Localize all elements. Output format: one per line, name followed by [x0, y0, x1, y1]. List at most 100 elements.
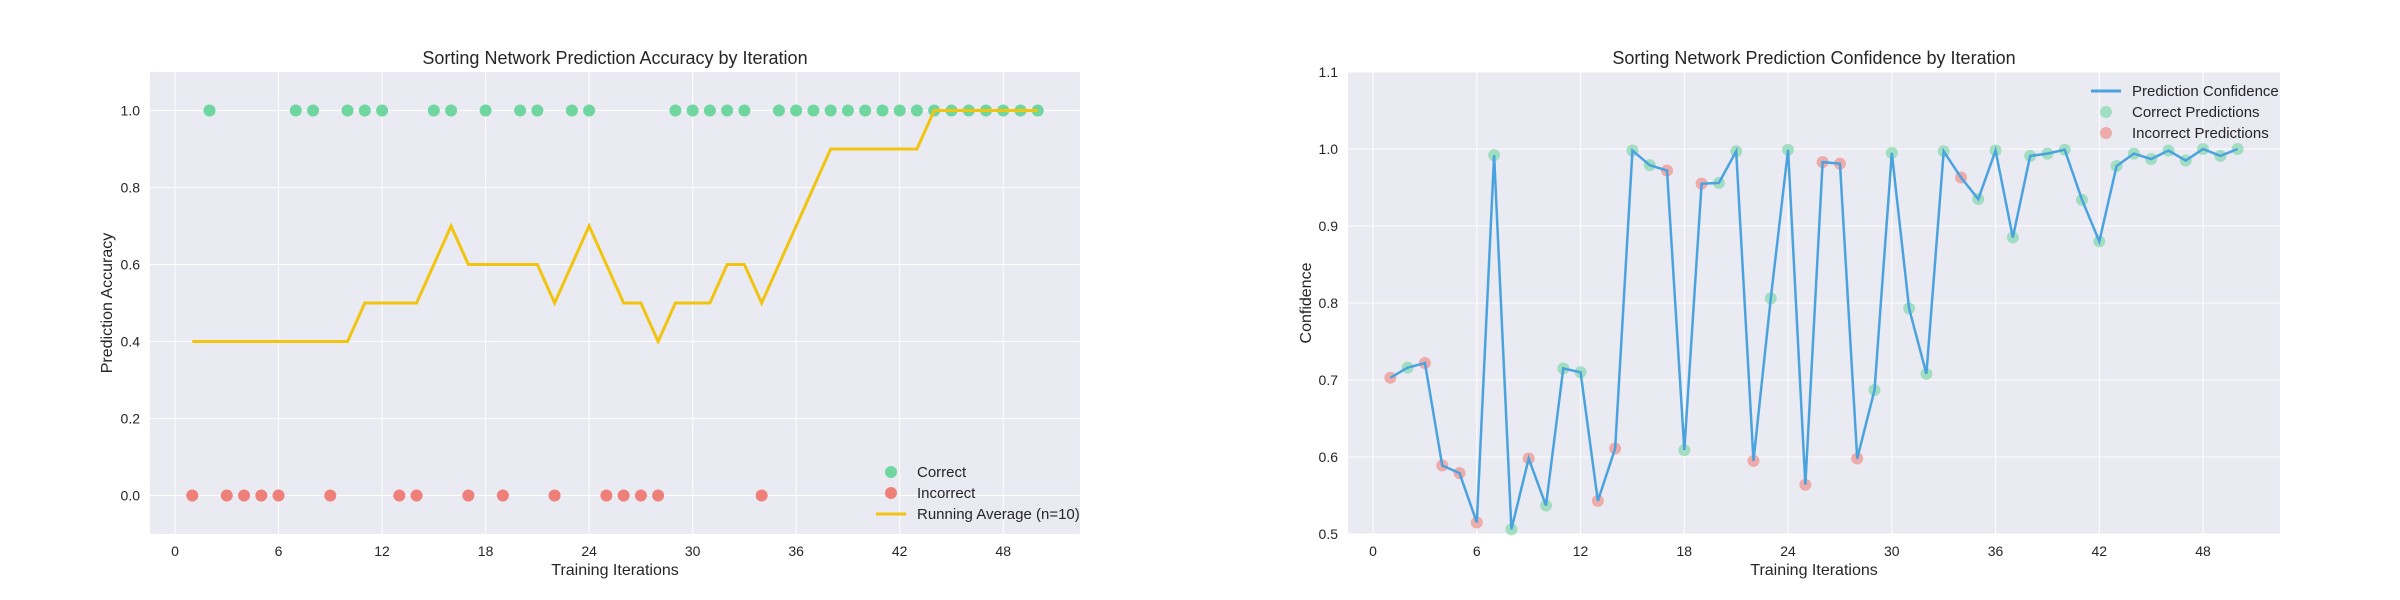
incorrect-point	[272, 489, 285, 502]
correct-point	[289, 104, 302, 117]
incorrect-point	[324, 489, 337, 502]
x-tick-label: 0	[171, 543, 179, 559]
y-tick-label: 0.5	[1319, 526, 1339, 542]
x-tick-label: 6	[1473, 543, 1481, 559]
incorrect-point	[255, 489, 268, 502]
correct-point	[738, 104, 751, 117]
x-tick-label: 24	[581, 543, 597, 559]
confidence-chart: 0 6 12 18 24 30 36 42 48 0.5 0.6 0.7 0.8 0.9 1.0 1.1 So…	[1298, 48, 2280, 579]
y-tick-label: 0.2	[121, 411, 141, 427]
y-tick-label: 0.6	[1319, 449, 1339, 465]
x-tick-label: 36	[788, 543, 804, 559]
incorrect-point	[548, 489, 561, 502]
legend-correct-marker	[885, 466, 897, 478]
legend-correct-label: Correct Predictions	[2132, 104, 2260, 121]
incorrect-point	[755, 489, 768, 502]
legend-incorrect-label: Incorrect	[917, 485, 976, 502]
y-axis-label: Confidence	[1298, 262, 1315, 343]
x-tick-label: 48	[2195, 543, 2211, 559]
incorrect-point	[496, 489, 509, 502]
incorrect-point	[652, 489, 665, 502]
correct-point	[427, 104, 440, 117]
x-tick-label: 24	[1780, 543, 1796, 559]
incorrect-point	[186, 489, 199, 502]
correct-point	[669, 104, 682, 117]
correct-point	[772, 104, 785, 117]
correct-point	[686, 104, 699, 117]
x-axis-label: Training Iterations	[1750, 562, 1877, 579]
incorrect-point	[238, 489, 251, 502]
incorrect-point	[462, 489, 475, 502]
ticks: 0 6 12 18 24 30 36 42 48 0.5 0.6 0.7 0.8 0.9 1.0 1.1	[1319, 64, 2212, 559]
confidence-line	[1389, 145, 2239, 530]
legend: Prediction Confidence Correct Prediction…	[2091, 83, 2279, 142]
x-tick-label: 36	[1988, 543, 2004, 559]
y-tick-label: 0.4	[121, 334, 141, 350]
y-tick-label: 0.8	[1319, 295, 1339, 311]
correct-point	[445, 104, 458, 117]
y-tick-label: 0.9	[1319, 218, 1339, 234]
incorrect-point	[617, 489, 630, 502]
correct-point	[703, 104, 716, 117]
correct-point	[203, 104, 216, 117]
incorrect-point	[634, 489, 647, 502]
incorrect-point	[393, 489, 406, 502]
incorrect-point	[600, 489, 613, 502]
x-tick-label: 6	[275, 543, 283, 559]
correct-point	[893, 104, 906, 117]
legend-running-label: Running Average (n=10)	[917, 506, 1080, 523]
accuracy-chart: 0 6 12 18 24 30 36 42 48 0.0 0.2 0.4 0.6 0.8 1.0 Sorti…	[99, 48, 1080, 579]
y-tick-label: 0.6	[121, 257, 141, 273]
y-tick-label: 0.8	[121, 180, 141, 196]
data-marks	[1384, 143, 2244, 536]
x-tick-label: 42	[2092, 543, 2108, 559]
correct-point	[514, 104, 527, 117]
correct-point	[790, 104, 803, 117]
y-tick-label: 1.0	[1319, 141, 1339, 157]
x-tick-label: 18	[478, 543, 494, 559]
x-tick-label: 12	[1573, 543, 1589, 559]
y-tick-label: 0.7	[1319, 372, 1339, 388]
correct-point	[876, 104, 889, 117]
legend-incorrect-label: Incorrect Predictions	[2132, 125, 2269, 142]
x-tick-label: 42	[892, 543, 908, 559]
y-tick-label: 1.0	[121, 103, 141, 119]
ticks: 0 6 12 18 24 30 36 42 48 0.0 0.2 0.4 0.6 0.8 1.0	[121, 103, 1012, 560]
incorrect-point	[410, 489, 423, 502]
legend: Correct Incorrect Running Average (n=10)	[876, 464, 1080, 523]
correct-point	[565, 104, 578, 117]
y-axis-label: Prediction Accuracy	[99, 233, 116, 374]
correct-point	[721, 104, 734, 117]
x-tick-label: 18	[1677, 543, 1693, 559]
x-tick-label: 12	[374, 543, 390, 559]
correct-point	[341, 104, 354, 117]
y-tick-label: 1.1	[1319, 64, 1339, 80]
correct-point	[376, 104, 389, 117]
correct-point	[479, 104, 492, 117]
x-tick-label: 48	[995, 543, 1011, 559]
y-tick-label: 0.0	[121, 488, 141, 504]
legend-correct-label: Correct	[917, 464, 967, 481]
chart-title: Sorting Network Prediction Confidence by…	[1612, 48, 2015, 68]
plot-background	[150, 72, 1080, 534]
running-average-line	[192, 109, 1038, 346]
correct-point	[307, 104, 320, 117]
legend-correct-marker	[2100, 106, 2112, 118]
x-tick-label: 30	[1884, 543, 1900, 559]
x-tick-label: 0	[1369, 543, 1377, 559]
legend-incorrect-marker	[2100, 127, 2112, 139]
correct-point	[807, 104, 820, 117]
correct-point	[531, 104, 544, 117]
correct-point	[859, 104, 872, 117]
correct-point	[358, 104, 371, 117]
legend-confidence-label: Prediction Confidence	[2132, 83, 2279, 100]
x-axis-label: Training Iterations	[551, 562, 678, 579]
correct-point	[583, 104, 596, 117]
correct-point	[910, 104, 923, 117]
legend-incorrect-marker	[885, 487, 897, 499]
correct-point	[824, 104, 837, 117]
incorrect-point	[220, 489, 233, 502]
x-tick-label: 30	[685, 543, 701, 559]
data-marks	[186, 104, 1044, 502]
